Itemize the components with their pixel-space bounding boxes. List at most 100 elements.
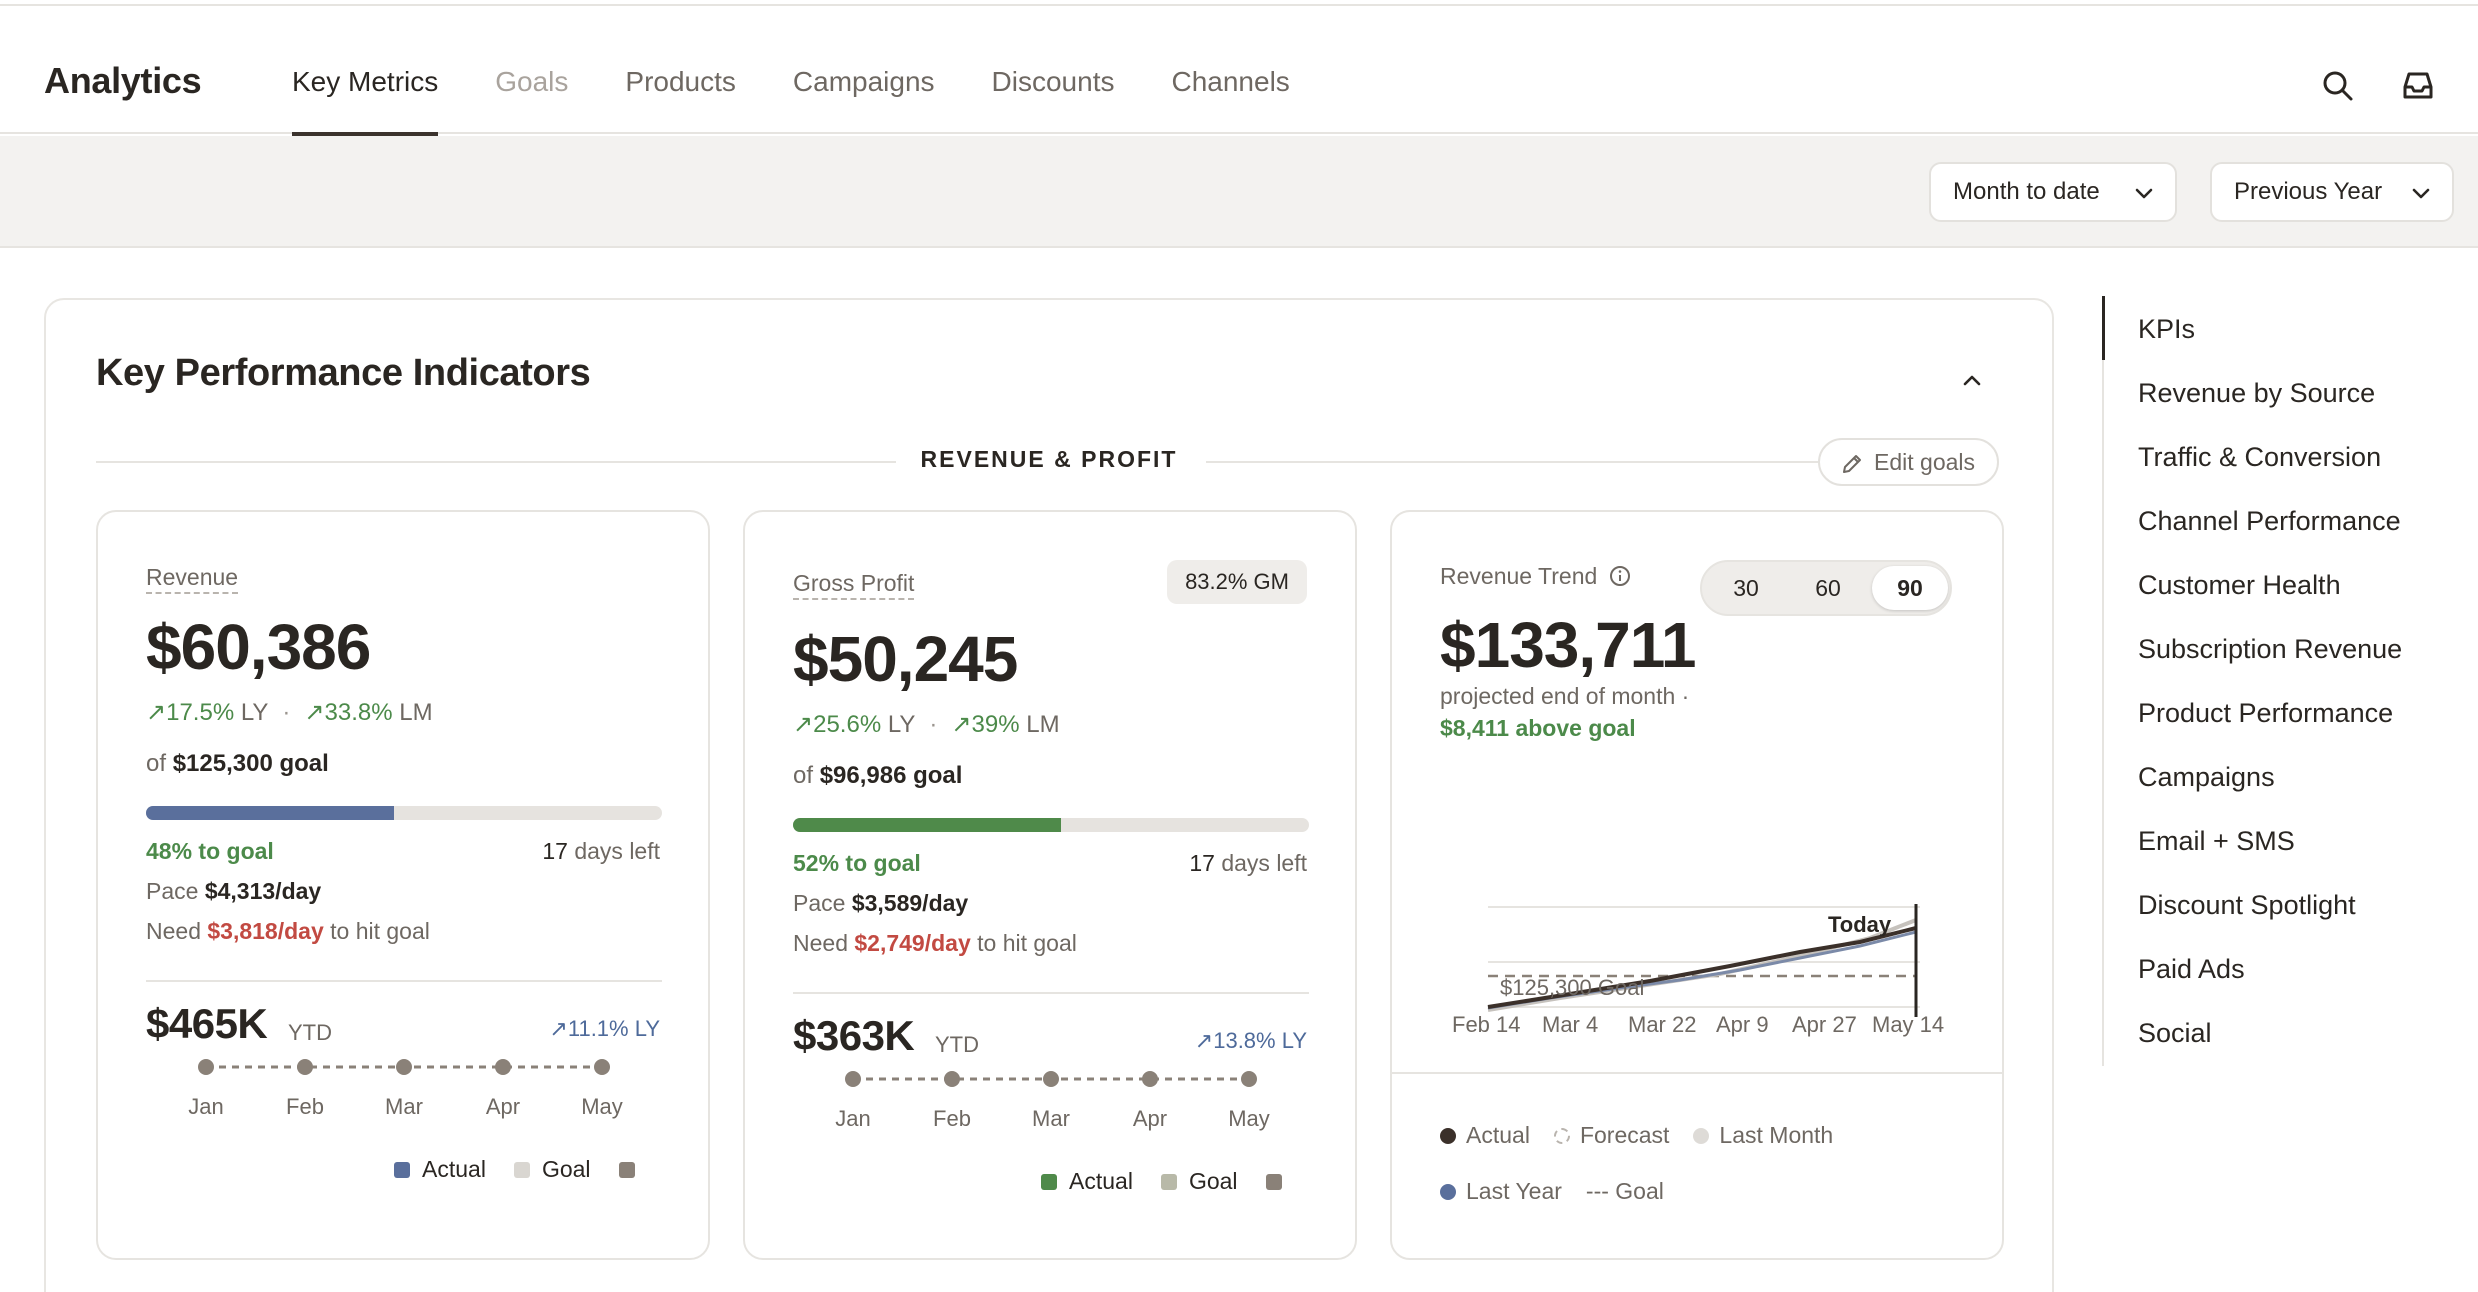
revenue-ytd-delta: ↗11.1% LY xyxy=(549,1016,660,1041)
gross-profit-days-left: 17 days left xyxy=(1189,850,1307,876)
range-60-button[interactable]: 60 xyxy=(1815,574,1841,601)
tab-products[interactable]: Products xyxy=(625,66,736,97)
gross-profit-delta-ly-unit: LY xyxy=(887,711,916,738)
revenue-card: Revenue $60,386 ↗17.5% LY · ↗33.8% LM of $… xyxy=(96,510,710,1260)
chevron-up-icon[interactable] xyxy=(1958,366,1986,394)
month-swatch xyxy=(618,1161,635,1178)
gross-profit-label[interactable]: Gross Profit xyxy=(793,570,915,600)
revenue-label[interactable]: Revenue xyxy=(146,564,239,594)
section-nav-discount-spotlight[interactable]: Discount Spotlight xyxy=(2138,890,2356,920)
trend-legend-row-2: Last Year --- Goal xyxy=(1440,1178,1664,1205)
revenue-trend-subtext: projected end of month · $8,411 above go… xyxy=(1440,683,1690,741)
month-label: Apr xyxy=(1132,1106,1168,1131)
gross-profit-month-sparkline xyxy=(845,1071,1257,1087)
month-dot xyxy=(845,1071,861,1087)
actual-swatch xyxy=(394,1161,410,1178)
trend-divider xyxy=(1392,1072,2002,1074)
gross-profit-ytd-value: $363K xyxy=(793,1012,915,1059)
gross-profit-to-goal: 52% to goal xyxy=(793,850,921,876)
section-nav-paid-ads[interactable]: Paid Ads xyxy=(2138,954,2245,984)
info-icon[interactable] xyxy=(1608,564,1632,588)
inbox-icon[interactable] xyxy=(2400,68,2436,104)
revenue-trend-card: Revenue Trend 30 60 90 $133,711 projecte… xyxy=(1390,510,2004,1260)
legend-actual: Actual xyxy=(422,1156,486,1182)
forecast-dot xyxy=(1553,1127,1570,1144)
tab-campaigns[interactable]: Campaigns xyxy=(792,66,935,97)
month-label: Mar xyxy=(385,1094,423,1119)
x-axis-label: Apr 9 xyxy=(1716,1012,1769,1037)
filter-bar: Month to date Previous Year xyxy=(0,136,2478,248)
edit-goals-button[interactable]: Edit goals xyxy=(1818,438,2000,486)
gross-profit-progress-bar xyxy=(793,818,1309,832)
actual-line xyxy=(1487,926,1917,1009)
legend-goal: Goal xyxy=(541,1156,591,1182)
revenue-legend: Actual Goal xyxy=(394,1156,647,1183)
top-nav-bar: Analytics Key Metrics Goals Products Cam… xyxy=(0,6,2478,136)
gross-profit-card: Gross Profit 83.2% GM $50,245 ↗25.6% LY ·… xyxy=(743,510,1357,1260)
revenue-need: Need $3,818/day to hit goal xyxy=(146,918,430,944)
revenue-deltas: ↗17.5% LY · ↗33.8% LM xyxy=(146,699,433,726)
x-axis-label: May 14 xyxy=(1872,1012,1945,1037)
last-month-dot xyxy=(1693,1127,1710,1144)
month-dot xyxy=(396,1059,412,1075)
gross-profit-delta-ly: 25.6% xyxy=(813,711,882,738)
chevron-down-icon xyxy=(2135,188,2153,199)
arrow-up-right-icon: ↗ xyxy=(146,699,167,726)
last-year-dot xyxy=(1440,1183,1456,1200)
section-heading: REVENUE & PROFIT xyxy=(920,446,1178,472)
tab-key-metrics[interactable]: Key Metrics xyxy=(292,6,439,136)
gross-profit-divider xyxy=(793,992,1309,994)
goal-line-label: $125,300 Goal xyxy=(1500,975,1644,1000)
tab-goals[interactable]: Goals xyxy=(495,66,569,97)
legend-forecast: Forecast xyxy=(1579,1122,1670,1148)
month-label: May xyxy=(581,1094,623,1119)
section-nav-subscription-revenue[interactable]: Subscription Revenue xyxy=(2138,634,2403,664)
comparison-select-value: Previous Year xyxy=(2234,178,2383,205)
revenue-trend-value: $133,711 xyxy=(1440,609,1696,681)
revenue-delta-lm-unit: LM xyxy=(399,699,433,726)
month-dot xyxy=(495,1059,511,1075)
section-nav-email-sms[interactable]: Email + SMS xyxy=(2138,826,2295,856)
legend-last-year: Last Year xyxy=(1466,1178,1562,1204)
section-nav-channel-performance[interactable]: Channel Performance xyxy=(2138,506,2401,536)
section-nav-traffic-conversion[interactable]: Traffic & Conversion xyxy=(2138,442,2382,472)
month-label: Jan xyxy=(835,1106,871,1131)
legend-actual: Actual xyxy=(1069,1168,1133,1194)
gross-margin-badge: 83.2% GM xyxy=(1167,560,1307,604)
section-divider-right xyxy=(1206,461,1818,463)
arrow-up-right-icon: ↗ xyxy=(304,699,325,726)
gross-profit-legend: Actual Goal xyxy=(1041,1168,1294,1195)
legend-last-month: Last Month xyxy=(1719,1122,1834,1148)
top-border xyxy=(0,0,2478,6)
revenue-goal: of $125,300 goal xyxy=(146,750,329,777)
period-select[interactable]: Month to date xyxy=(1929,162,2177,222)
section-nav-kpis[interactable]: KPIs xyxy=(2138,314,2196,344)
tab-discounts[interactable]: Discounts xyxy=(991,66,1115,97)
revenue-ytd-unit: YTD xyxy=(288,1020,332,1045)
gross-profit-month-labels: Jan Feb Mar Apr May xyxy=(793,1106,1309,1136)
section-nav-product-performance[interactable]: Product Performance xyxy=(2138,698,2394,728)
comparison-select[interactable]: Previous Year xyxy=(2210,162,2454,222)
pencil-icon xyxy=(1843,455,1861,473)
period-select-value: Month to date xyxy=(1953,178,2100,205)
section-nav-customer-health[interactable]: Customer Health xyxy=(2138,570,2341,600)
range-30-button[interactable]: 30 xyxy=(1733,574,1759,601)
actual-swatch xyxy=(1041,1173,1057,1190)
gross-profit-need: Need $2,749/day to hit goal xyxy=(793,930,1077,956)
x-axis-label: Mar 22 xyxy=(1628,1012,1697,1037)
section-nav-revenue-by-source[interactable]: Revenue by Source xyxy=(2138,378,2376,408)
revenue-trend-label: Revenue Trend xyxy=(1440,563,1632,590)
search-icon[interactable] xyxy=(2320,68,2356,104)
gross-profit-delta-lm: 39% xyxy=(971,711,1020,738)
section-nav-campaigns[interactable]: Campaigns xyxy=(2138,762,2275,792)
active-indicator xyxy=(2102,296,2105,360)
month-label: Feb xyxy=(933,1106,971,1131)
goal-swatch xyxy=(513,1161,530,1178)
tab-channels[interactable]: Channels xyxy=(1171,66,1290,97)
x-axis-label: Mar 4 xyxy=(1542,1012,1599,1037)
goal-swatch xyxy=(1160,1173,1177,1190)
month-swatch xyxy=(1265,1173,1282,1190)
revenue-value: $60,386 xyxy=(146,611,371,683)
range-90-button[interactable]: 90 xyxy=(1872,566,1948,610)
section-nav-social[interactable]: Social xyxy=(2138,1018,2212,1048)
